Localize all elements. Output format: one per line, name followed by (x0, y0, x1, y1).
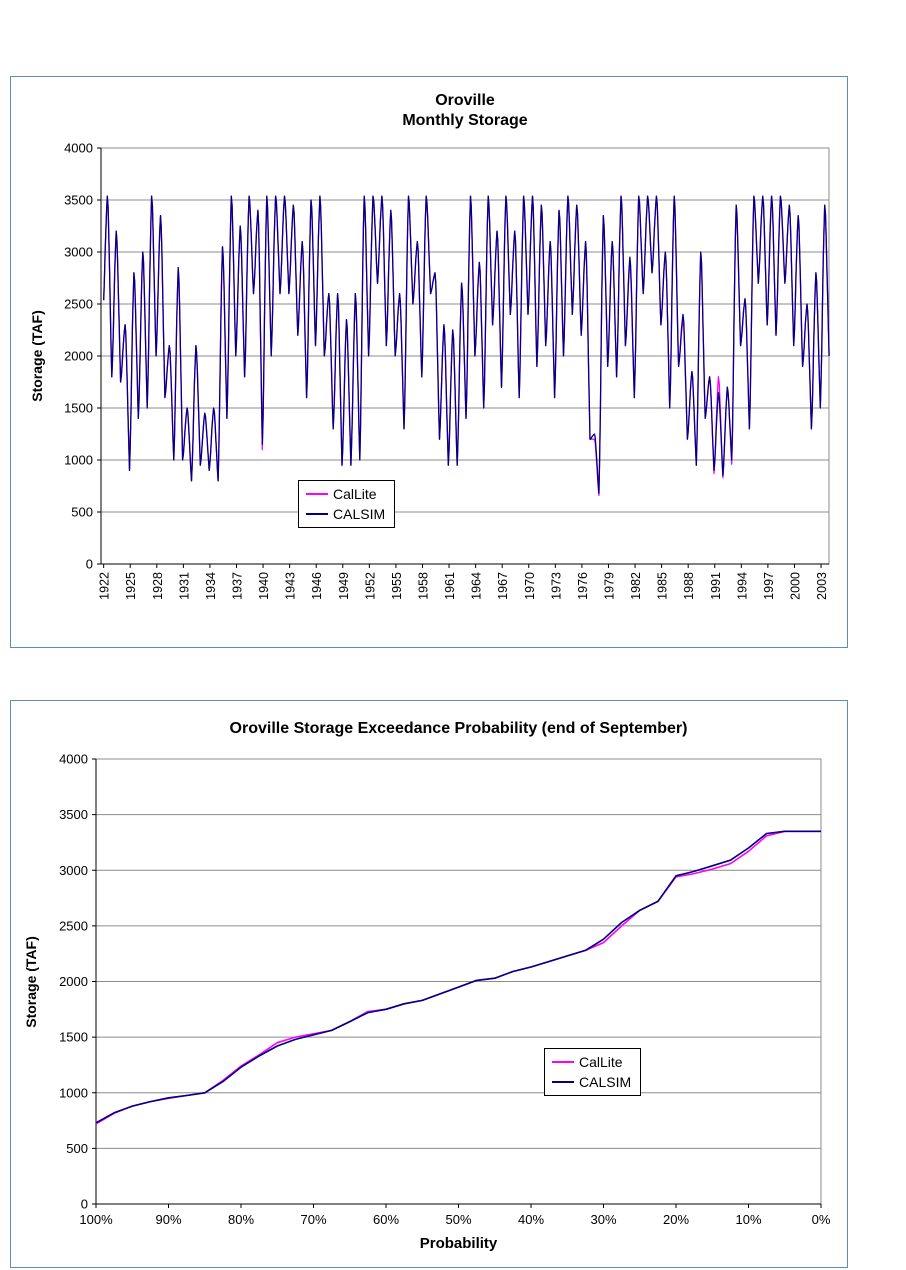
series-CalLite (103, 195, 830, 497)
x-tick-label: 1934 (204, 572, 218, 600)
legend: CalLite CALSIM (298, 480, 396, 528)
chart-title-line2: Monthly Storage (402, 112, 528, 129)
exceedance-probability-chart: 0 500 1000 1500 2000 2500 3000 3500 4000 100% 90% 8… (59, 752, 831, 1228)
legend-label-callite: CalLite (579, 1054, 623, 1070)
callite-line-swatch (552, 1061, 574, 1063)
x-tick-label: 1970 (523, 572, 537, 600)
x-tick-label: 1931 (177, 572, 191, 600)
x-tick-label: 1982 (629, 572, 643, 600)
y-tick-label: 0 (81, 1197, 88, 1212)
x-tick-label: 1946 (310, 572, 324, 600)
x-tick-label: 50% (445, 1212, 471, 1227)
y-tick-label: 500 (71, 505, 93, 520)
y-tick-label: 1500 (59, 1030, 88, 1045)
legend-item-callite: CalLite (306, 486, 385, 502)
callite-line-swatch (306, 493, 328, 495)
x-axis-title: Probability (419, 1235, 498, 1252)
y-tick-label: 3000 (59, 863, 88, 878)
x-tick-label: 1976 (576, 572, 590, 600)
legend-item-callite: CalLite (552, 1054, 631, 1070)
x-tick-label: 100% (79, 1212, 113, 1227)
x-tick-label: 1997 (762, 572, 776, 600)
series-CALSIM (95, 830, 821, 1124)
x-tick-label: 2000 (788, 572, 802, 600)
y-tick-label: 1000 (64, 453, 93, 468)
x-tick-label: 1979 (602, 572, 616, 600)
x-tick-label: 60% (373, 1212, 399, 1227)
x-tick-label: 1964 (470, 572, 484, 600)
calsim-line-swatch (552, 1081, 574, 1083)
exceedance-probability-panel: 0 500 1000 1500 2000 2500 3000 3500 4000 100% 90% 8… (10, 700, 848, 1268)
x-tick-label: 90% (155, 1212, 181, 1227)
x-tick-label: 20% (663, 1212, 689, 1227)
x-tick-label: 40% (518, 1212, 544, 1227)
series-CALSIM (103, 195, 830, 494)
y-tick-label: 2500 (59, 918, 88, 933)
y-tick-label: 1000 (59, 1085, 88, 1100)
x-tick-label: 1925 (124, 572, 138, 600)
x-tick-label: 1967 (496, 572, 510, 600)
x-tick-label: 1955 (390, 572, 404, 600)
y-tick-label: 500 (66, 1141, 88, 1156)
y-tick-label: 4000 (64, 141, 93, 156)
x-tick-label: 70% (300, 1212, 326, 1227)
x-tick-label: 1928 (151, 572, 165, 600)
y-tick-label: 0 (86, 557, 93, 572)
chart-title: Oroville Storage Exceedance Probability … (229, 720, 688, 737)
x-tick-label: 2003 (815, 572, 829, 600)
calsim-line-swatch (306, 513, 328, 515)
x-tick-label: 1991 (709, 572, 723, 600)
y-tick-label: 2000 (64, 349, 93, 364)
legend-item-calsim: CALSIM (306, 506, 385, 522)
y-tick-label: 1500 (64, 401, 93, 416)
y-tick-label: 2500 (64, 297, 93, 312)
x-tick-label: 1943 (284, 572, 298, 600)
x-tick-label: 10% (735, 1212, 761, 1227)
x-tick-label: 1940 (257, 572, 271, 600)
series-CalLite (95, 830, 821, 1125)
x-tick-label: 1952 (363, 572, 377, 600)
y-tick-label: 3500 (64, 193, 93, 208)
x-tick-label: 1988 (682, 572, 696, 600)
x-tick-label: 1985 (656, 572, 670, 600)
chart-title-line1: Oroville (435, 92, 495, 109)
x-tick-label: 1937 (231, 572, 245, 600)
x-tick-label: 1958 (416, 572, 430, 600)
monthly-storage-panel: 0 500 1000 1500 2000 2500 3000 3500 4000 1922 1925… (10, 76, 848, 648)
y-tick-label: 3000 (64, 245, 93, 260)
legend-label-calsim: CALSIM (333, 506, 386, 522)
y-axis-title: Storage (TAF) (23, 936, 39, 1028)
x-tick-label: 30% (590, 1212, 616, 1227)
y-tick-label: 2000 (59, 974, 88, 989)
x-tick-label: 1949 (337, 572, 351, 600)
monthly-storage-chart: 0 500 1000 1500 2000 2500 3000 3500 4000 1922 1925… (64, 141, 830, 600)
y-axis-title: Storage (TAF) (29, 310, 45, 402)
legend-label-calsim: CALSIM (579, 1074, 632, 1090)
y-tick-label: 3500 (59, 807, 88, 822)
y-tick-label: 4000 (59, 752, 88, 767)
x-tick-label: 80% (228, 1212, 254, 1227)
legend: CalLite CALSIM (544, 1048, 642, 1096)
x-tick-label: 1922 (98, 572, 112, 600)
x-tick-label: 0% (812, 1212, 831, 1227)
x-tick-label: 1961 (443, 572, 457, 600)
legend-item-calsim: CALSIM (552, 1074, 631, 1090)
x-tick-label: 1973 (549, 572, 563, 600)
chart-title: Oroville Monthly Storage (101, 91, 829, 131)
legend-label-callite: CalLite (333, 486, 377, 502)
x-tick-label: 1994 (735, 572, 749, 600)
